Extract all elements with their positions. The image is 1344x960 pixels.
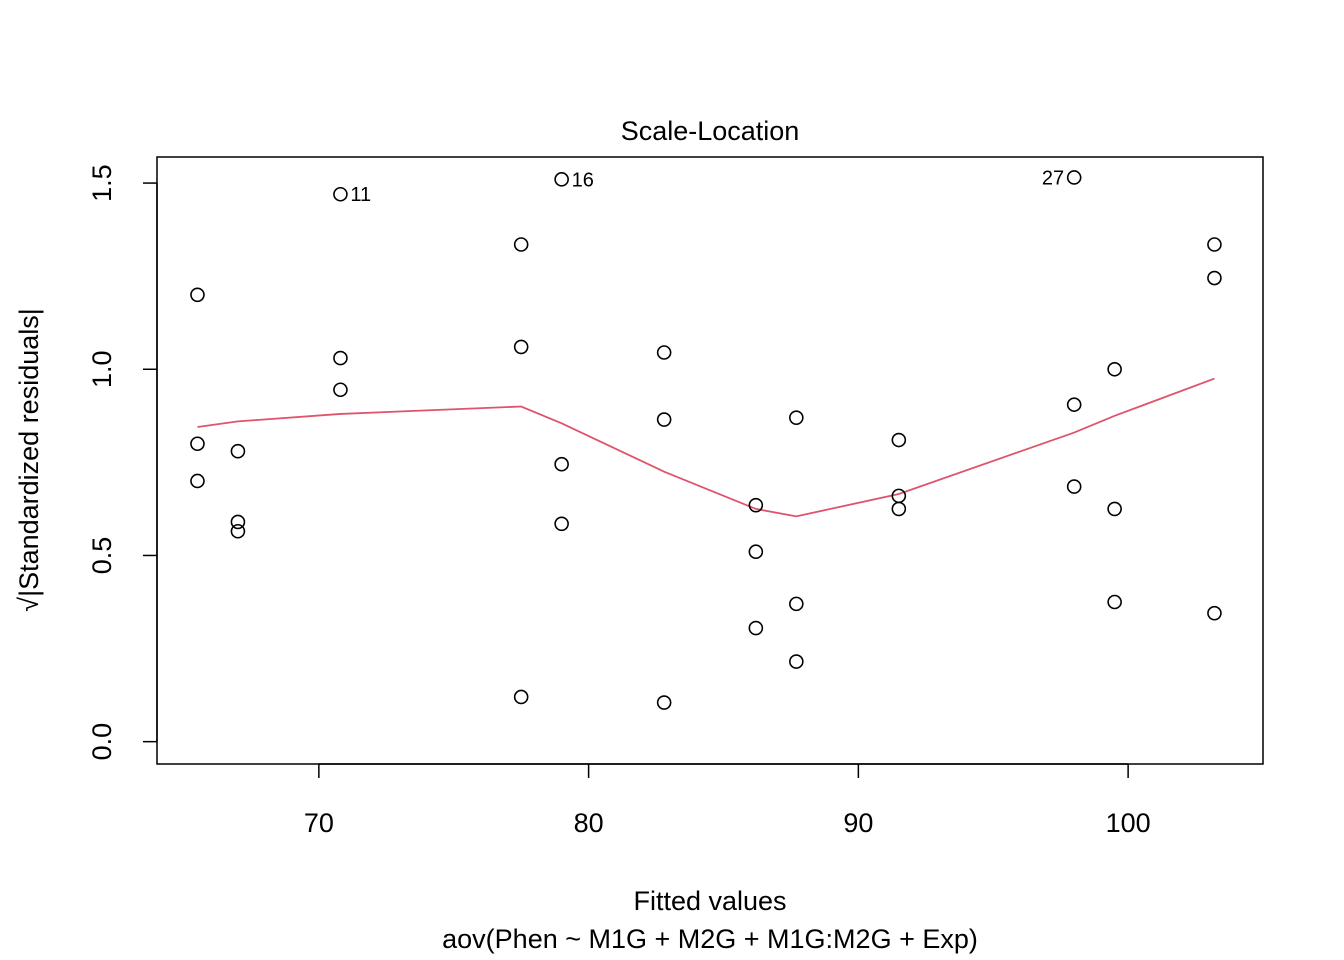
point-label: 16 bbox=[572, 169, 594, 191]
data-point bbox=[513, 339, 529, 355]
data-point bbox=[1107, 501, 1122, 517]
data-point bbox=[656, 695, 672, 710]
x-tick-label: 80 bbox=[574, 808, 604, 838]
data-point bbox=[1207, 270, 1222, 286]
data-point bbox=[554, 456, 569, 472]
chart-title: Scale-Location bbox=[621, 116, 800, 146]
y-axis-label: √|Standardized residuals| bbox=[14, 308, 44, 612]
x-axis-label: Fitted values bbox=[633, 886, 786, 916]
data-point bbox=[1066, 479, 1082, 494]
data-point bbox=[656, 345, 672, 360]
point-label: 27 bbox=[1042, 167, 1064, 189]
data-point bbox=[230, 523, 246, 539]
chart-subtitle: aov(Phen ~ M1G + M2G + M1G:M2G + Exp) bbox=[442, 924, 978, 954]
data-point bbox=[1107, 594, 1122, 610]
data-point bbox=[1066, 170, 1082, 185]
data-point bbox=[333, 382, 348, 398]
y-tick-label: 0.5 bbox=[87, 537, 117, 575]
data-point bbox=[1066, 397, 1082, 412]
y-tick-label: 1.0 bbox=[87, 350, 117, 388]
data-point bbox=[230, 514, 246, 530]
point-label: 11 bbox=[350, 184, 371, 206]
data-point bbox=[1207, 237, 1222, 252]
data-point bbox=[554, 172, 569, 187]
data-point bbox=[789, 596, 804, 612]
data-point bbox=[190, 287, 205, 303]
data-point bbox=[333, 350, 348, 366]
data-point bbox=[748, 544, 764, 560]
data-point bbox=[1207, 605, 1222, 621]
y-tick-label: 1.5 bbox=[87, 164, 117, 202]
x-tick-label: 70 bbox=[304, 808, 334, 838]
data-point bbox=[891, 432, 907, 448]
data-point bbox=[656, 412, 672, 427]
data-point bbox=[333, 186, 348, 202]
data-point bbox=[748, 497, 764, 513]
data-point bbox=[513, 689, 529, 705]
data-point bbox=[789, 654, 804, 669]
plot-area-frame bbox=[156, 156, 1264, 765]
data-point bbox=[891, 501, 907, 517]
data-points: 11 16 27 bbox=[190, 167, 1222, 710]
y-tick-label: 0.0 bbox=[87, 723, 117, 761]
x-tick-label: 90 bbox=[843, 808, 873, 838]
data-point bbox=[190, 436, 205, 452]
data-point bbox=[190, 473, 205, 489]
x-tick-label: 100 bbox=[1106, 808, 1151, 838]
data-point bbox=[1107, 361, 1122, 377]
data-point bbox=[789, 410, 804, 425]
data-point bbox=[554, 516, 569, 532]
y-axis: 0.0 0.5 1.0 1.5 bbox=[87, 164, 158, 761]
data-point bbox=[230, 443, 246, 459]
smooth-trend-line bbox=[197, 377, 1215, 518]
data-point bbox=[748, 620, 764, 636]
x-axis: 70 80 90 100 bbox=[304, 763, 1151, 838]
data-point bbox=[513, 237, 529, 252]
